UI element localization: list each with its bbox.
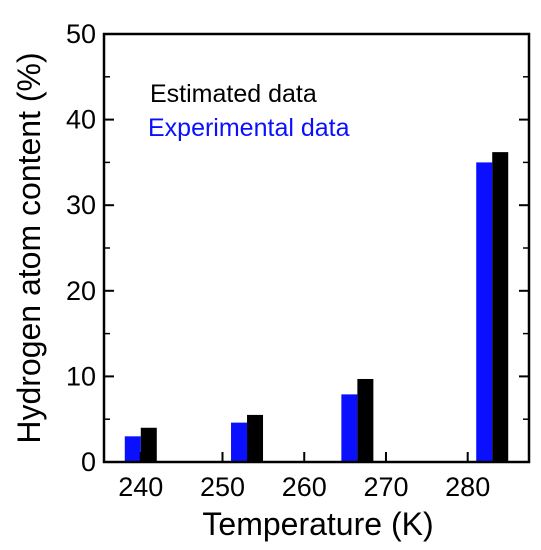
y-tick-label-1: 10 [66, 361, 96, 391]
x-axis-ticks: 240 250 260 270 280 [118, 452, 490, 502]
bar-estimated-0 [140, 427, 157, 462]
bar-estimated-2 [357, 378, 374, 462]
x-tick-label-0: 240 [118, 472, 163, 502]
x-tick-label-2: 260 [282, 472, 327, 502]
bar-experimental-3 [476, 162, 493, 462]
bars-layer [124, 152, 509, 463]
y-tick-label-2: 20 [66, 276, 96, 306]
y-tick-label-3: 30 [66, 190, 96, 220]
y-axis-ticks: 0 10 20 30 40 50 [66, 19, 529, 477]
y-tick-label-4: 40 [66, 105, 96, 135]
y-tick-label-0: 0 [81, 447, 96, 477]
legend-entry-estimated: Estimated data [150, 80, 317, 108]
bar-estimated-1 [247, 414, 264, 462]
x-tick-label-1: 250 [200, 472, 245, 502]
legend: Estimated data Experimental data [148, 80, 350, 142]
x-tick-label-4: 280 [445, 472, 490, 502]
bar-experimental-0 [124, 436, 141, 462]
bar-estimated-3 [492, 152, 509, 463]
y-tick-label-5: 50 [66, 19, 96, 49]
x-tick-label-3: 270 [363, 472, 408, 502]
legend-entry-experimental: Experimental data [148, 114, 350, 142]
y-axis-label: Hydrogen atom content (%) [11, 52, 47, 443]
bar-experimental-1 [231, 422, 248, 462]
bar-experimental-2 [341, 394, 358, 462]
x-axis-label: Temperature (K) [202, 506, 433, 542]
